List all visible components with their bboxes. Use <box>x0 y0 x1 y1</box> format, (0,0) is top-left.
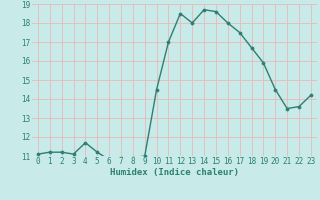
X-axis label: Humidex (Indice chaleur): Humidex (Indice chaleur) <box>110 168 239 177</box>
